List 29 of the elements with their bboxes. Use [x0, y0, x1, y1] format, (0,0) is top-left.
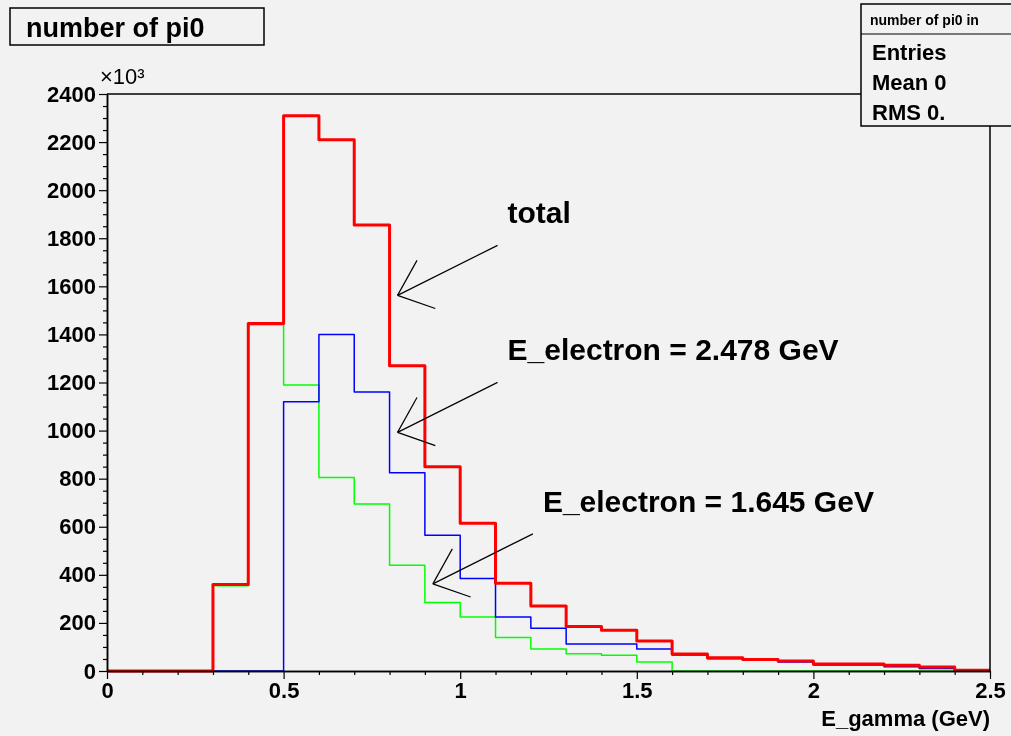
y-tick-label: 600	[59, 514, 96, 540]
annotation: Mean 0	[872, 70, 947, 95]
y-tick-label: 1200	[47, 370, 96, 396]
annotation: E_electron = 1.645 GeV	[542, 484, 874, 518]
annotation: total	[507, 196, 571, 230]
x-tick-label: 2.5	[975, 677, 1006, 703]
y-tick-label: 1800	[47, 225, 96, 251]
x-tick-label: 1.5	[622, 677, 653, 703]
y-tick-label: 400	[59, 562, 96, 588]
y-tick-label: 2000	[47, 177, 96, 203]
x-tick-label: 2	[807, 677, 821, 703]
x-axis-title: E_gamma (GeV)	[821, 706, 990, 731]
y-tick-label: 1000	[47, 418, 96, 444]
text: ×10³	[100, 64, 145, 89]
y-tick-label: 1400	[47, 321, 96, 347]
text: number of pi0 in	[870, 12, 979, 28]
annotation: E_electron = 2.478 GeV	[507, 333, 839, 367]
x-tick-label: 0.5	[268, 677, 300, 703]
y-tick-label: 2200	[47, 129, 96, 155]
x-tick-label: 0	[101, 677, 114, 703]
y-tick-label: 2400	[47, 81, 96, 107]
y-tick-label: 200	[59, 610, 96, 636]
chart-title: number of pi0	[26, 13, 205, 43]
annotation: RMS 0.	[872, 100, 946, 125]
text: Entries	[872, 40, 947, 65]
y-tick-label: 0	[83, 658, 96, 684]
x-tick-label: 1	[454, 677, 467, 703]
y-tick-label: 1600	[47, 273, 96, 299]
y-tick-label: 800	[59, 466, 96, 492]
